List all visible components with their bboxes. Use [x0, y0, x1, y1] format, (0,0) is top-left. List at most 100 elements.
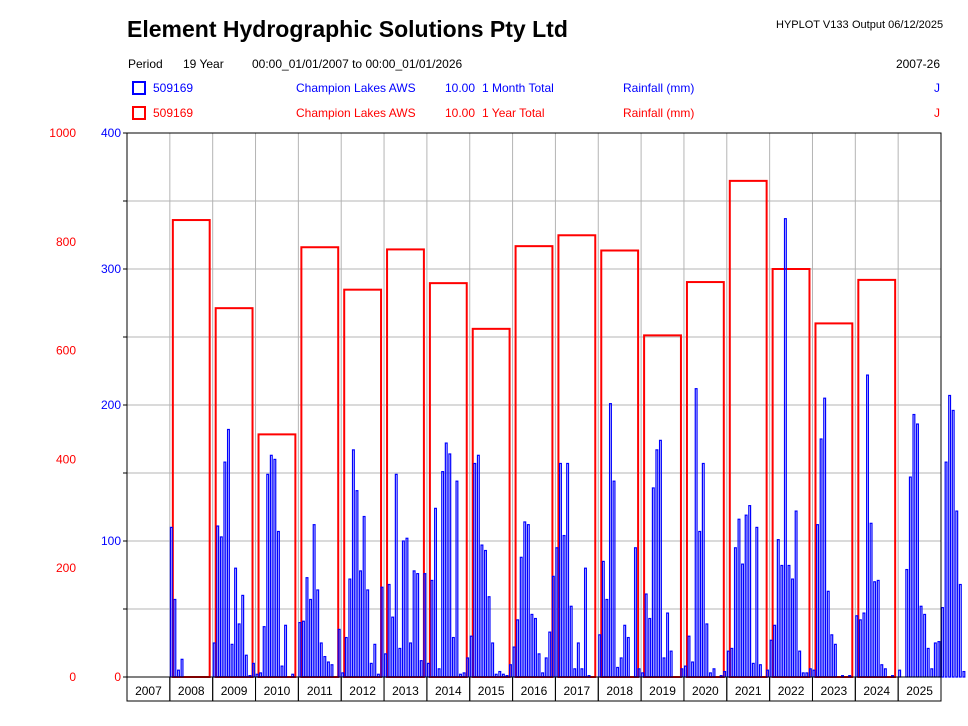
monthly-total-bar [284, 624, 288, 678]
monthly-total-bar [819, 438, 823, 678]
monthly-total-bar [523, 521, 527, 678]
monthly-total-bar [348, 578, 352, 678]
monthly-total-bar [833, 643, 837, 678]
monthly-total-bar [326, 661, 330, 678]
monthly-total-bar [244, 654, 248, 678]
monthly-total-bar [533, 617, 537, 678]
yearly-total-bar [514, 245, 554, 678]
monthly-total-bar [273, 458, 277, 678]
x-tick-label: 2018 [606, 684, 633, 698]
monthly-total-bar [359, 570, 363, 678]
yearly-total-bar [300, 246, 340, 679]
monthly-total-bar [933, 642, 937, 678]
monthly-total-bar [608, 403, 612, 678]
monthly-total-bar [616, 666, 620, 678]
monthly-total-bar [219, 536, 223, 678]
monthly-total-bar [512, 646, 516, 678]
monthly-total-bar [537, 653, 541, 678]
monthly-total-bar [626, 636, 630, 678]
legend-flag: J [934, 81, 940, 95]
monthly-total-bar [355, 490, 359, 678]
monthly-total-bar [366, 589, 370, 678]
monthly-total-bar [940, 607, 944, 678]
monthly-total-bar [826, 590, 830, 678]
monthly-total-bar [530, 613, 534, 678]
monthly-total-bar [583, 567, 587, 678]
legend-variable: Rainfall (mm) [623, 81, 695, 95]
monthly-total-bar [241, 594, 245, 678]
monthly-total-bar [558, 462, 562, 678]
monthly-total-bar [633, 547, 637, 678]
monthly-total-bar [491, 642, 495, 678]
monthly-total-bar [430, 579, 434, 678]
monthly-total-bar [573, 668, 577, 678]
monthly-total-bar [341, 672, 345, 678]
monthly-total-bar [937, 641, 941, 678]
y-left-tick-label: 400 [56, 452, 76, 466]
monthly-total-bar [387, 583, 391, 678]
legend-flag: J [934, 106, 940, 120]
legend-variable: Rainfall (mm) [623, 106, 695, 120]
monthly-total-bar [469, 635, 473, 678]
monthly-total-bar [405, 537, 409, 678]
monthly-total-bar [733, 547, 737, 678]
x-tick-label: 2022 [778, 684, 805, 698]
monthly-total-bar [773, 624, 777, 678]
monthly-total-bar [776, 539, 780, 678]
period-range: 00:00_01/01/2007 to 00:00_01/01/2026 [252, 57, 463, 71]
yearly-total-bar [257, 433, 297, 678]
monthly-total-bar [662, 657, 666, 678]
monthly-total-bar [666, 612, 670, 678]
monthly-total-bar [226, 428, 230, 678]
monthly-total-bar [301, 620, 305, 678]
monthly-total-bar [648, 617, 652, 678]
monthly-total-bar [658, 439, 662, 678]
monthly-total-bar [309, 598, 313, 678]
monthly-total-bar [780, 564, 784, 678]
legend-stat: 1 Year Total [482, 106, 545, 120]
monthly-total-bar [748, 505, 752, 678]
x-tick-label: 2019 [649, 684, 676, 698]
legend-swatch-yearly [132, 106, 146, 120]
monthly-total-bar [344, 636, 348, 678]
x-tick-label: 2025 [906, 684, 933, 698]
monthly-total-bar [598, 634, 602, 678]
yearly-total-bar [643, 334, 682, 678]
monthly-total-bar [944, 461, 948, 678]
monthly-total-bar [912, 413, 916, 678]
monthly-total-bar [898, 669, 902, 678]
monthly-total-bar [180, 658, 184, 678]
x-tick-label: 2007 [135, 684, 162, 698]
monthly-total-bar [451, 636, 455, 678]
monthly-total-bar [869, 522, 873, 678]
monthly-total-bar [176, 669, 180, 678]
monthly-total-bar [234, 567, 238, 678]
monthly-total-bar [730, 647, 734, 678]
monthly-total-bar [880, 664, 884, 678]
monthly-total-bar [480, 544, 484, 678]
monthly-total-bar [758, 664, 762, 678]
monthly-total-bar [444, 442, 448, 678]
x-tick-label: 2016 [521, 684, 548, 698]
monthly-total-bar [269, 454, 273, 678]
monthly-total-bar [555, 547, 559, 678]
x-tick-label: 2017 [563, 684, 590, 698]
monthly-total-bar [791, 578, 795, 678]
monthly-total-bar [262, 626, 266, 678]
monthly-total-bars [169, 218, 966, 678]
monthly-total-bar [737, 518, 741, 678]
monthly-total-bar [437, 668, 441, 678]
legend-stat: 1 Month Total [482, 81, 554, 95]
monthly-total-bar [394, 473, 398, 678]
monthly-total-bar [601, 560, 605, 678]
monthly-total-bar [916, 423, 919, 678]
monthly-total-bar [744, 514, 748, 678]
monthly-total-bar [412, 570, 416, 678]
legend-site: 509169 [153, 106, 194, 120]
monthly-total-bar [169, 526, 173, 678]
x-tick-label: 2020 [692, 684, 719, 698]
x-tick-label: 2008 [178, 684, 205, 698]
period-label: Period [128, 57, 163, 71]
monthly-total-bar [237, 623, 241, 678]
monthly-total-bar [669, 650, 673, 678]
